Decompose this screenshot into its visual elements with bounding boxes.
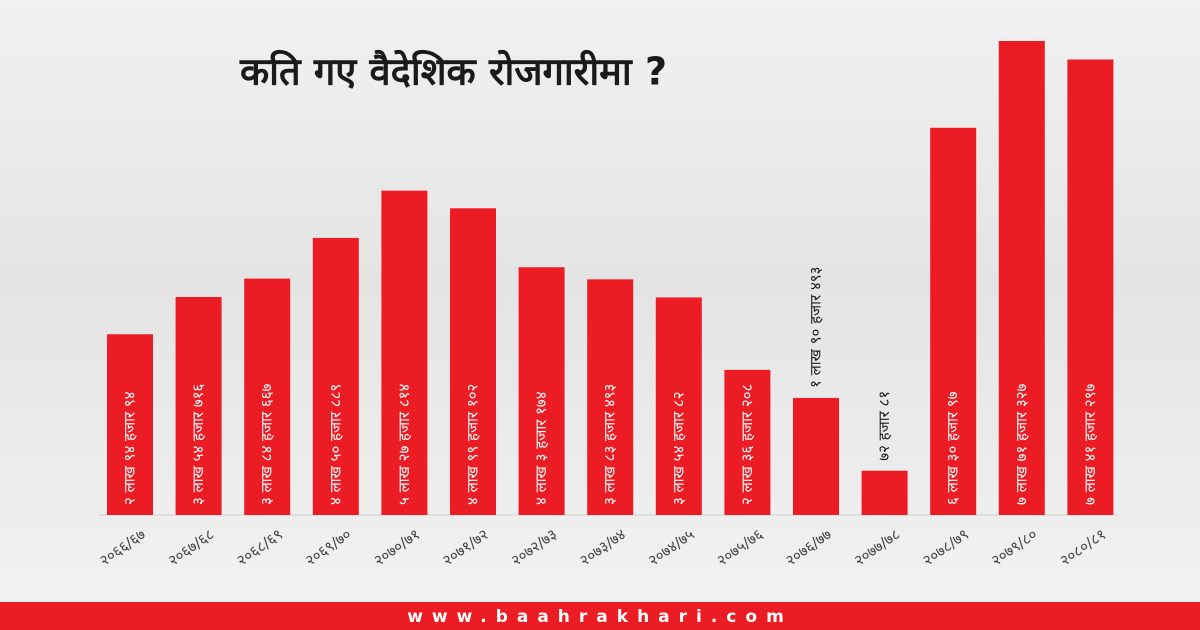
bar [1067, 59, 1114, 516]
bar [244, 278, 291, 515]
footer-bar [0, 602, 1200, 630]
value-label: ४ लाख ३ हजार १७४ [532, 391, 550, 505]
bar [793, 397, 839, 515]
value-label: ३ लाख ८४ हजार ६६७ [258, 383, 276, 505]
value-label: ४ लाख ५० हजार ८८९ [326, 384, 344, 505]
value-label: ३ लाख ५४ हजार ८२ [669, 391, 687, 505]
bar [930, 127, 977, 515]
value-label: ४ लाख ९९ हजार १०२ [464, 384, 482, 505]
bar [450, 208, 496, 515]
bar [312, 237, 359, 515]
value-label: ३ लाख ८३ हजार ४९३ [601, 384, 619, 505]
value-label: १ लाख ९० हजार ४९३ [807, 267, 825, 388]
value-label: २ लाख ३६ हजार २०८ [738, 384, 756, 505]
bar [655, 297, 702, 515]
value-label: ६ लाख ३० हजार ९७ [944, 391, 962, 505]
chart-title: कति गए वैदेशिक रोजगारीमा ? [239, 50, 667, 94]
value-label: ७ लाख ७१ हजार ३२७ [1012, 383, 1030, 505]
value-label: ५ लाख २७ हजार ८१४ [395, 383, 413, 505]
value-label: ७२ हजार ८१ [875, 391, 893, 461]
value-label: २ लाख ९४ हजार ९४ [121, 391, 139, 505]
value-label: ७ लाख ४१ हजार २९७ [1081, 383, 1099, 505]
bar [861, 470, 908, 515]
bar [381, 190, 428, 516]
bar [587, 279, 634, 515]
bar [107, 334, 153, 515]
footer-url: www.baahrakhari.com [407, 607, 793, 627]
bar [175, 297, 222, 515]
bar [724, 369, 771, 515]
bar [998, 41, 1045, 515]
value-label: ३ लाख ५४ हजार ७१६ [189, 383, 207, 505]
bar [518, 267, 565, 515]
